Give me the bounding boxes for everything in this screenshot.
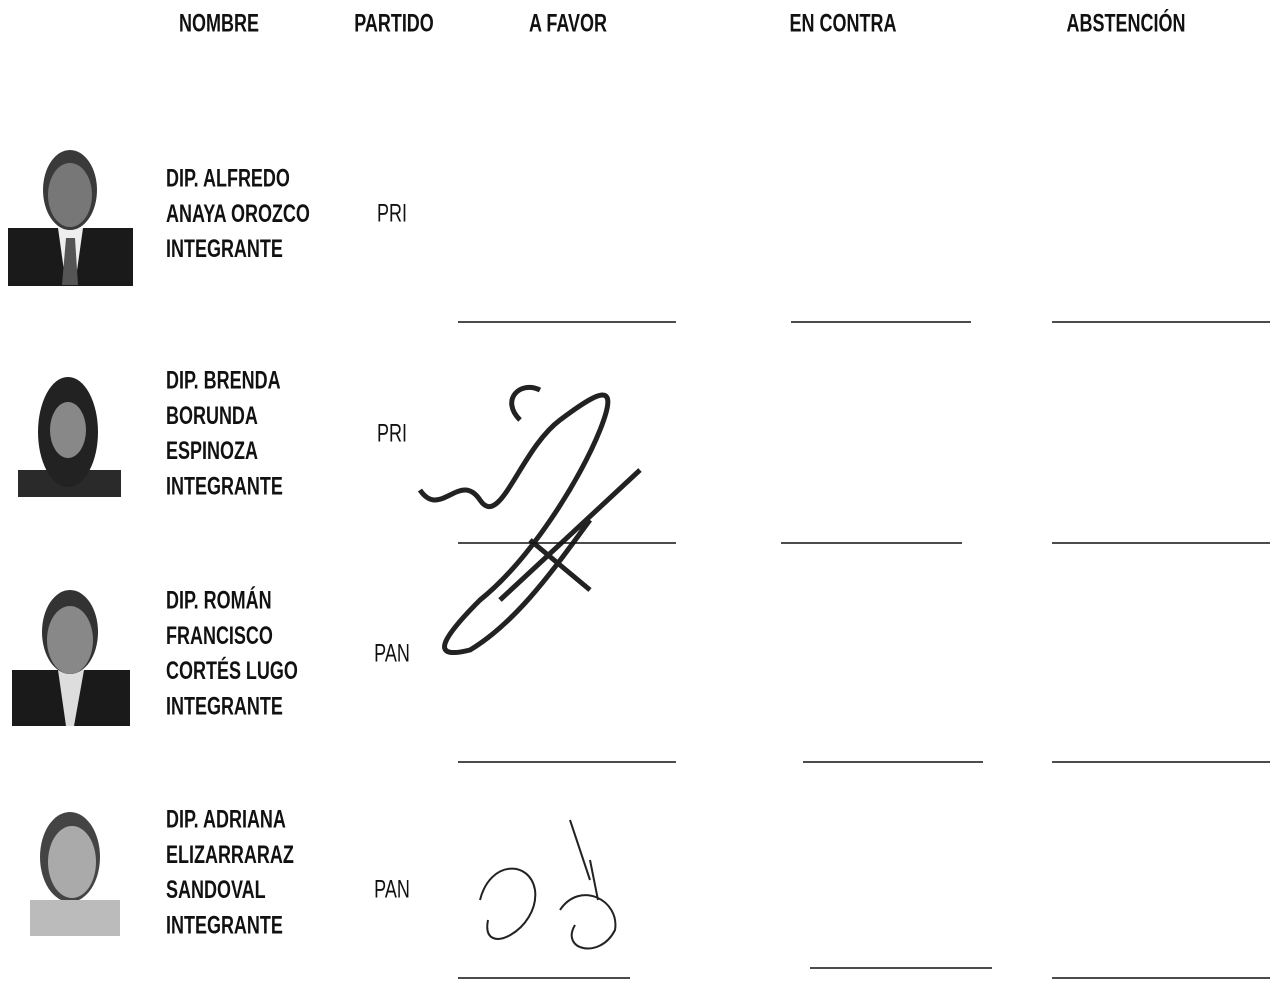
party: PAN <box>374 875 410 904</box>
signatures <box>417 384 642 950</box>
photo <box>12 590 130 726</box>
member-name: ESPINOZA <box>166 436 258 465</box>
member-name: INTEGRANTE <box>166 472 283 501</box>
member-name: INTEGRANTE <box>166 692 283 721</box>
column-header: PARTIDO <box>354 9 434 38</box>
member-name: CORTÉS LUGO <box>166 656 298 685</box>
member-name: SANDOVAL <box>166 875 266 904</box>
party: PAN <box>374 639 410 668</box>
member-name: BORUNDA <box>166 401 258 430</box>
column-header: A FAVOR <box>529 9 607 38</box>
column-header: NOMBRE <box>179 9 259 38</box>
member-name: DIP. ROMÁN <box>166 586 272 615</box>
photo <box>30 812 120 936</box>
member-name: FRANCISCO <box>166 621 273 650</box>
member-name: INTEGRANTE <box>166 234 283 263</box>
photos <box>8 150 133 936</box>
photo <box>18 377 121 497</box>
column-header: EN CONTRA <box>790 9 897 38</box>
member-name: ELIZARRARAZ <box>166 840 294 869</box>
photo <box>8 150 133 286</box>
member-name: DIP. BRENDA <box>166 366 281 395</box>
member-name: DIP. ALFREDO <box>166 164 290 193</box>
signature-lines <box>458 321 1270 979</box>
column-header: ABSTENCIÓN <box>1067 9 1186 38</box>
member-name: INTEGRANTE <box>166 911 283 940</box>
member-name: ANAYA OROZCO <box>166 199 310 228</box>
member-name: DIP. ADRIANA <box>166 805 286 834</box>
party: PRI <box>377 419 407 448</box>
party: PRI <box>377 199 407 228</box>
